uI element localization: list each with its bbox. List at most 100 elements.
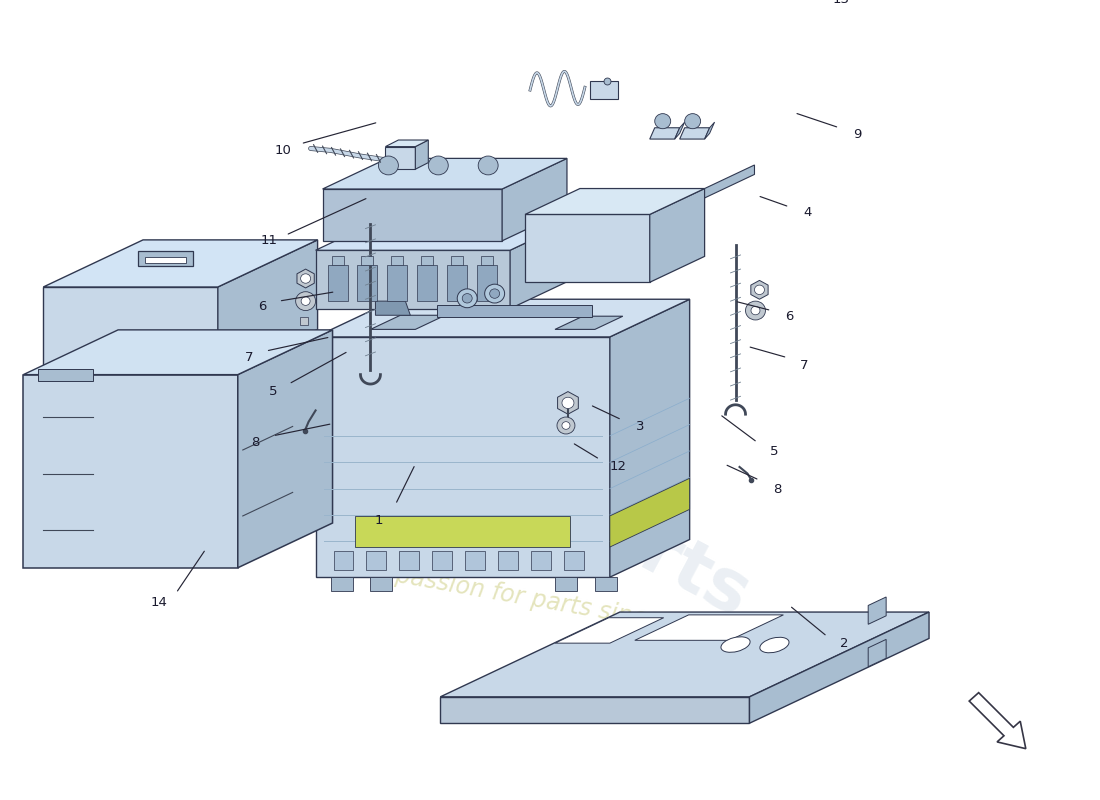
Polygon shape: [316, 337, 609, 577]
Circle shape: [562, 398, 574, 409]
Polygon shape: [355, 516, 570, 547]
Polygon shape: [43, 240, 318, 287]
Polygon shape: [416, 140, 428, 170]
Polygon shape: [635, 615, 783, 640]
Polygon shape: [399, 551, 419, 570]
Text: eurosports: eurosports: [338, 362, 762, 632]
Polygon shape: [477, 266, 497, 301]
Text: 7: 7: [244, 351, 253, 364]
Circle shape: [684, 114, 701, 129]
Polygon shape: [609, 478, 690, 547]
Polygon shape: [650, 128, 680, 139]
Polygon shape: [440, 612, 930, 697]
Polygon shape: [531, 551, 551, 570]
Circle shape: [296, 292, 316, 310]
Polygon shape: [595, 577, 617, 591]
Polygon shape: [448, 266, 468, 301]
Text: 7: 7: [800, 358, 808, 372]
Polygon shape: [366, 551, 386, 570]
Text: 10: 10: [274, 144, 292, 157]
Circle shape: [478, 156, 498, 175]
Polygon shape: [440, 697, 749, 723]
Polygon shape: [138, 251, 192, 266]
Polygon shape: [322, 189, 502, 241]
Text: 12: 12: [609, 461, 626, 474]
Polygon shape: [417, 266, 438, 301]
Text: 11: 11: [261, 234, 277, 247]
Polygon shape: [375, 301, 410, 315]
Circle shape: [557, 417, 575, 434]
Circle shape: [485, 284, 505, 303]
Polygon shape: [556, 316, 623, 330]
Polygon shape: [705, 122, 715, 139]
Text: 5: 5: [268, 385, 277, 398]
Bar: [392, 256, 404, 266]
Polygon shape: [358, 266, 377, 301]
Text: a passion for parts since 1985: a passion for parts since 1985: [372, 560, 728, 646]
Polygon shape: [465, 551, 485, 570]
Circle shape: [378, 156, 398, 175]
Text: 9: 9: [852, 128, 861, 141]
Polygon shape: [316, 218, 580, 250]
Text: 1: 1: [374, 514, 383, 527]
Polygon shape: [218, 240, 318, 377]
Text: 6: 6: [785, 310, 793, 322]
Circle shape: [300, 274, 310, 283]
Polygon shape: [558, 391, 579, 414]
Polygon shape: [316, 299, 690, 337]
Polygon shape: [564, 551, 584, 570]
Circle shape: [301, 297, 310, 306]
Text: 8: 8: [773, 483, 782, 496]
Polygon shape: [23, 374, 238, 568]
Bar: [421, 256, 433, 266]
Polygon shape: [328, 266, 348, 301]
Polygon shape: [322, 158, 566, 189]
Polygon shape: [438, 305, 592, 317]
Polygon shape: [385, 140, 428, 146]
Text: 3: 3: [636, 420, 644, 433]
Polygon shape: [316, 250, 510, 309]
Polygon shape: [650, 189, 705, 282]
Polygon shape: [525, 214, 650, 282]
Polygon shape: [674, 122, 684, 139]
Polygon shape: [510, 218, 580, 309]
Circle shape: [654, 114, 671, 129]
Circle shape: [755, 285, 764, 294]
Polygon shape: [556, 577, 576, 591]
Polygon shape: [387, 266, 407, 301]
Circle shape: [562, 422, 570, 430]
Circle shape: [462, 294, 472, 303]
Polygon shape: [498, 551, 518, 570]
FancyArrow shape: [969, 693, 1026, 749]
Circle shape: [490, 289, 499, 298]
Polygon shape: [525, 189, 705, 214]
Polygon shape: [43, 287, 218, 377]
Text: 2: 2: [840, 637, 848, 650]
Polygon shape: [385, 146, 416, 170]
Bar: [362, 256, 373, 266]
Polygon shape: [868, 639, 887, 666]
Bar: [331, 256, 343, 266]
Circle shape: [428, 156, 449, 175]
Polygon shape: [609, 299, 690, 577]
Polygon shape: [39, 369, 94, 382]
Circle shape: [746, 301, 766, 320]
Text: 6: 6: [258, 300, 267, 314]
Bar: [451, 256, 463, 266]
Polygon shape: [23, 330, 332, 374]
Polygon shape: [371, 577, 393, 591]
Ellipse shape: [760, 638, 789, 653]
Polygon shape: [145, 257, 186, 263]
Polygon shape: [751, 280, 768, 299]
Polygon shape: [680, 128, 710, 139]
Ellipse shape: [720, 637, 750, 652]
Polygon shape: [705, 165, 755, 198]
Polygon shape: [432, 551, 452, 570]
Polygon shape: [297, 269, 315, 288]
Polygon shape: [238, 330, 332, 568]
Text: 5: 5: [770, 446, 779, 458]
Polygon shape: [502, 158, 566, 241]
Circle shape: [458, 289, 477, 308]
Polygon shape: [868, 597, 887, 624]
Polygon shape: [333, 551, 353, 570]
